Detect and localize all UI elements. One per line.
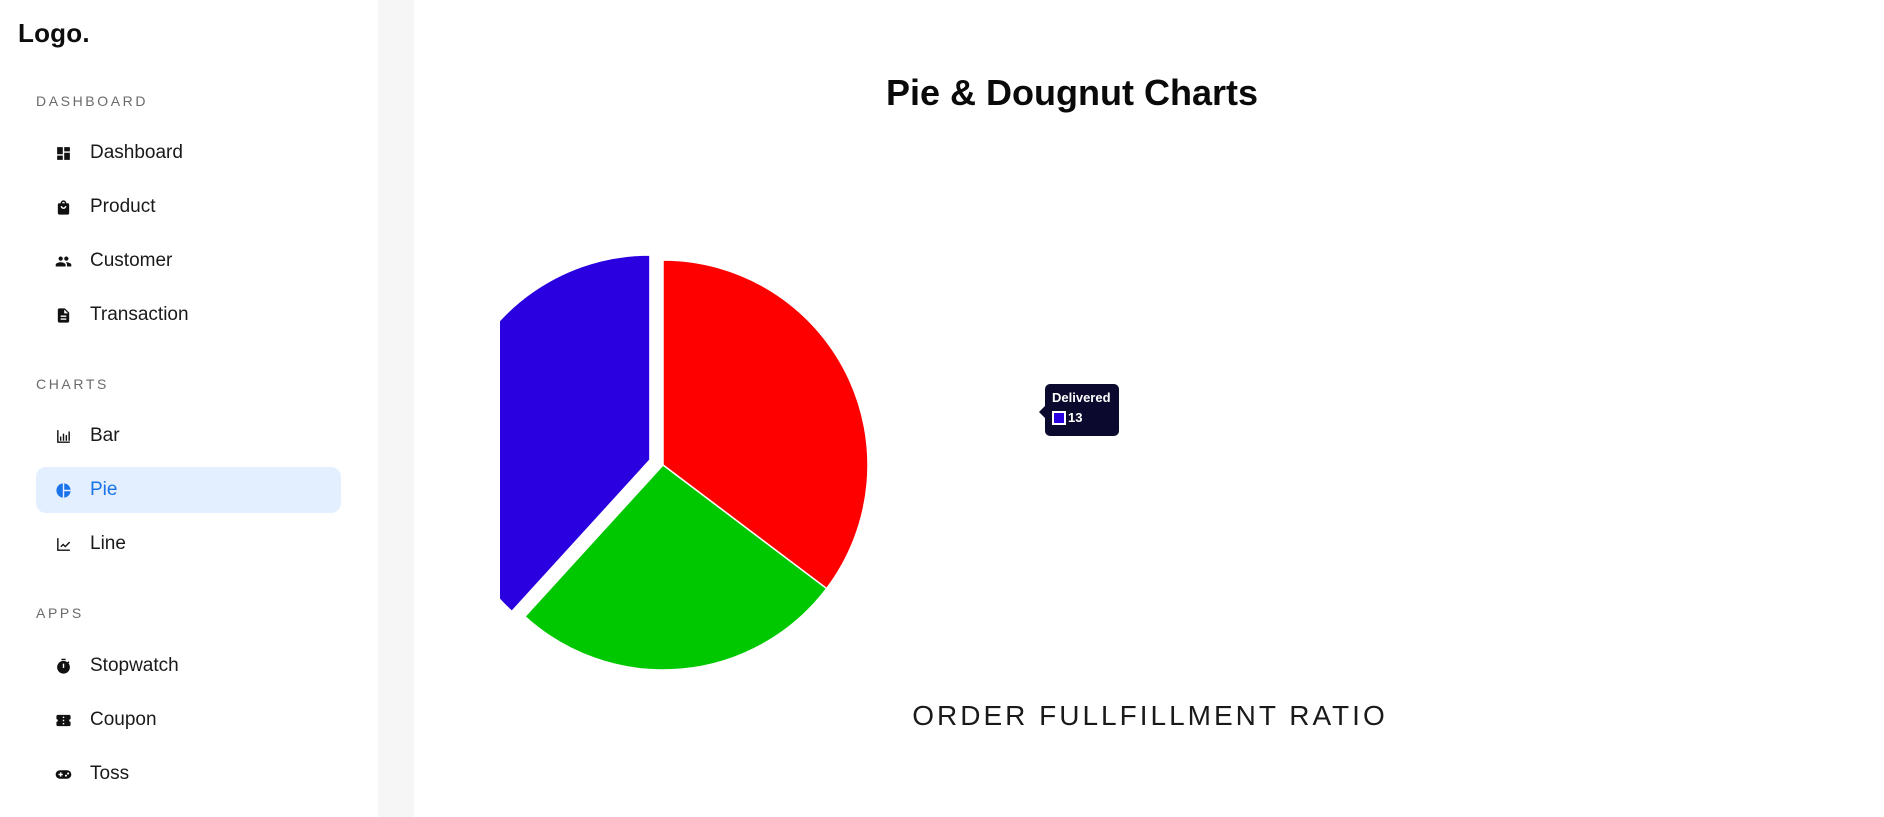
sidebar-item-bar[interactable]: Bar <box>36 413 341 459</box>
sidebar-item-label: Stopwatch <box>90 655 179 676</box>
section-title-charts: CHARTS <box>36 376 109 392</box>
pie-chart-canvas[interactable] <box>444 230 980 680</box>
page-title: Pie & Dougnut Charts <box>885 72 1258 113</box>
shopping-bag-icon <box>54 198 72 216</box>
sidebar-item-label: Dashboard <box>90 142 183 163</box>
section-title-apps: APPS <box>36 605 84 621</box>
sidebar-item-label: Toss <box>90 763 130 784</box>
sidebar-divider <box>378 0 414 817</box>
pie-chart[interactable] <box>444 230 980 680</box>
pie-slice-shipped[interactable] <box>523 463 828 671</box>
sidebar-item-label: Line <box>90 533 126 554</box>
sidebar-item-label: Bar <box>90 425 120 446</box>
sidebar-item-product[interactable]: Product <box>36 184 341 230</box>
tooltip-title: Delivered <box>1052 390 1111 405</box>
dashboard-icon <box>54 144 72 162</box>
stopwatch-icon <box>54 657 72 675</box>
logo[interactable]: Logo. <box>18 18 90 48</box>
tooltip-row: 13 <box>1052 410 1112 425</box>
sidebar-item-line[interactable]: Line <box>36 521 341 567</box>
sidebar-item-coupon[interactable]: Coupon <box>36 697 341 743</box>
tooltip-value: 13 <box>1068 410 1083 425</box>
gamepad-icon <box>54 765 72 783</box>
pie-chart-icon <box>54 481 72 499</box>
sidebar-item-label: Product <box>90 196 156 217</box>
sidebar: Logo. DASHBOARD Dashboard Product Custom… <box>0 0 378 817</box>
sidebar-item-label: Pie <box>90 479 118 500</box>
tooltip-swatch <box>1052 410 1066 425</box>
chart-tooltip: Delivered 13 <box>1039 384 1119 436</box>
sidebar-item-label: Transaction <box>90 304 189 325</box>
line-chart-icon <box>54 535 72 553</box>
section-title-dashboard: DASHBOARD <box>36 93 149 109</box>
sidebar-item-transaction[interactable]: Transaction <box>36 292 341 338</box>
sidebar-item-dashboard[interactable]: Dashboard <box>36 130 341 176</box>
sidebar-item-pie[interactable]: Pie <box>36 467 341 513</box>
sidebar-item-toss[interactable]: Toss <box>36 751 341 797</box>
people-icon <box>54 252 72 270</box>
chart-caption: ORDER FULLFILLMENT RATIO <box>912 700 1388 731</box>
sidebar-item-label: Customer <box>90 250 173 271</box>
sidebar-item-label: Coupon <box>90 709 157 730</box>
sidebar-item-stopwatch[interactable]: Stopwatch <box>36 643 341 689</box>
main-content: Pie & Dougnut Charts <box>414 0 1884 817</box>
sidebar-item-customer[interactable]: Customer <box>36 238 341 284</box>
document-icon <box>54 306 72 324</box>
bar-chart-icon <box>54 427 72 445</box>
pie-slice-processing[interactable] <box>662 259 869 590</box>
coupon-icon <box>54 711 72 729</box>
